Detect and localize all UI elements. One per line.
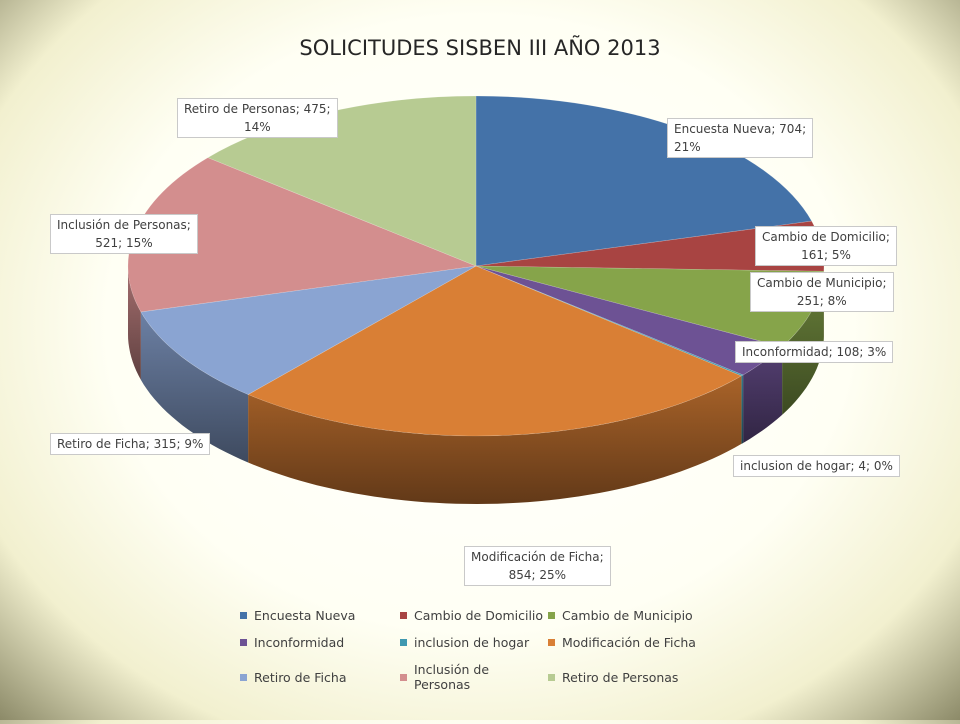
legend-swatch [400, 612, 407, 619]
data-label-retiro-ficha: Retiro de Ficha; 315; 9% [50, 433, 210, 455]
chart-legend: Encuesta Nueva Cambio de Domicilio Cambi… [240, 608, 760, 692]
legend-label: Modificación de Ficha [562, 635, 696, 650]
legend-item-cambio-domicilio: Cambio de Domicilio [400, 608, 548, 623]
chart-title: SOLICITUDES SISBEN III AÑO 2013 [0, 36, 960, 60]
legend-label: Inclusión de Personas [414, 662, 548, 692]
legend-label: inclusion de hogar [414, 635, 529, 650]
legend-swatch [240, 674, 247, 681]
data-label-inconformidad: Inconformidad; 108; 3% [735, 341, 893, 363]
legend-item-inconformidad: Inconformidad [240, 635, 400, 650]
legend-swatch [548, 674, 555, 681]
data-label-modificacion-ficha: Modificación de Ficha; 854; 25% [464, 546, 611, 586]
legend-label: Retiro de Ficha [254, 670, 346, 685]
legend-item-retiro-personas: Retiro de Personas [548, 662, 728, 692]
legend-swatch [548, 639, 555, 646]
pie-wall-inclusion-hogar [741, 375, 743, 444]
legend-label: Encuesta Nueva [254, 608, 355, 623]
legend-item-modificacion-ficha: Modificación de Ficha [548, 635, 728, 650]
data-label-cambio-domicilio: Cambio de Domicilio; 161; 5% [755, 226, 897, 266]
data-label-encuesta-nueva: Encuesta Nueva; 704; 21% [667, 118, 813, 158]
legend-item-inclusion-hogar: inclusion de hogar [400, 635, 548, 650]
legend-swatch [400, 674, 407, 681]
data-label-retiro-personas: Retiro de Personas; 475; 14% [177, 98, 338, 138]
legend-item-encuesta-nueva: Encuesta Nueva [240, 608, 400, 623]
legend-item-inclusion-personas: Inclusión de Personas [400, 662, 548, 692]
legend-label: Inconformidad [254, 635, 344, 650]
legend-swatch [548, 612, 555, 619]
legend-swatch [400, 639, 407, 646]
data-label-inclusion-personas: Inclusión de Personas; 521; 15% [50, 214, 198, 254]
legend-item-retiro-ficha: Retiro de Ficha [240, 662, 400, 692]
legend-swatch [240, 639, 247, 646]
legend-item-cambio-municipio: Cambio de Municipio [548, 608, 728, 623]
data-label-cambio-municipio: Cambio de Municipio; 251; 8% [750, 272, 894, 312]
legend-label: Cambio de Municipio [562, 608, 693, 623]
legend-label: Retiro de Personas [562, 670, 678, 685]
legend-swatch [240, 612, 247, 619]
data-label-inclusion-hogar: inclusion de hogar; 4; 0% [733, 455, 900, 477]
legend-label: Cambio de Domicilio [414, 608, 543, 623]
